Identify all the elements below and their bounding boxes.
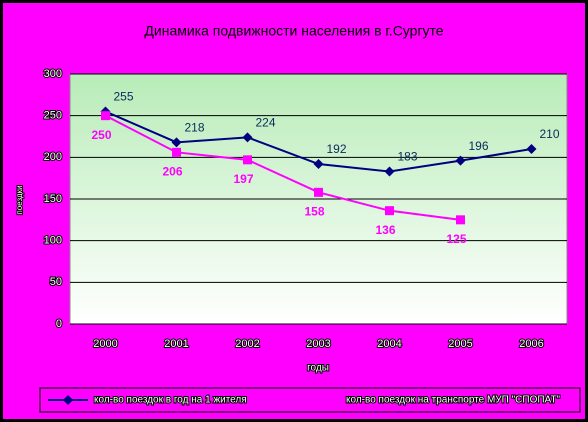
legend-marker <box>315 395 325 405</box>
marker <box>456 215 465 225</box>
x-tick-label: 2002 <box>235 338 259 350</box>
x-tick-label: 2005 <box>448 338 472 350</box>
y-tick-label: 50 <box>50 276 62 288</box>
data-label: 136 <box>375 223 395 237</box>
marker <box>101 111 110 121</box>
y-tick-label: 250 <box>44 110 62 122</box>
marker <box>455 155 466 166</box>
x-tick-label: 2000 <box>93 338 117 350</box>
data-label: 192 <box>327 142 347 156</box>
marker <box>384 166 395 177</box>
marker <box>172 147 181 157</box>
y-tick-label: 300 <box>44 68 62 80</box>
x-tick-label: 2004 <box>377 338 401 350</box>
marker <box>314 187 323 197</box>
marker <box>171 137 182 148</box>
series-line <box>105 114 461 221</box>
y-tick-label: 100 <box>44 235 62 247</box>
data-label: 210 <box>540 127 560 141</box>
data-label: 255 <box>114 90 134 104</box>
x-tick-label: 2006 <box>519 338 543 350</box>
x-axis-label: годы <box>307 363 329 374</box>
y-axis-label: поездки <box>15 185 24 214</box>
legend-marker <box>63 395 73 405</box>
data-label: 250 <box>91 128 111 142</box>
data-label: 197 <box>233 172 253 186</box>
data-label: 158 <box>304 205 324 219</box>
data-label: 206 <box>162 165 182 179</box>
data-label: 183 <box>398 150 418 164</box>
marker <box>385 206 394 216</box>
data-label: 224 <box>256 116 276 130</box>
x-tick-label: 2003 <box>306 338 330 350</box>
x-tick-label: 2001 <box>164 338 188 350</box>
chart-title: Динамика подвижности населения в г.Сургу… <box>144 23 443 39</box>
legend-label: кол-во поездок на транспорте МУП "СПОПАТ… <box>346 395 561 406</box>
marker <box>526 144 537 154</box>
marker <box>313 159 324 169</box>
data-label: 196 <box>469 139 489 153</box>
y-tick-label: 200 <box>44 151 62 163</box>
y-tick-label: 150 <box>44 193 62 205</box>
data-label: 125 <box>446 232 466 246</box>
legend-label: кол-во поездок в год на 1 жителя <box>94 395 247 406</box>
marker <box>243 155 252 165</box>
y-tick-label: 0 <box>56 318 62 330</box>
marker <box>242 132 253 143</box>
data-label: 218 <box>185 121 205 135</box>
